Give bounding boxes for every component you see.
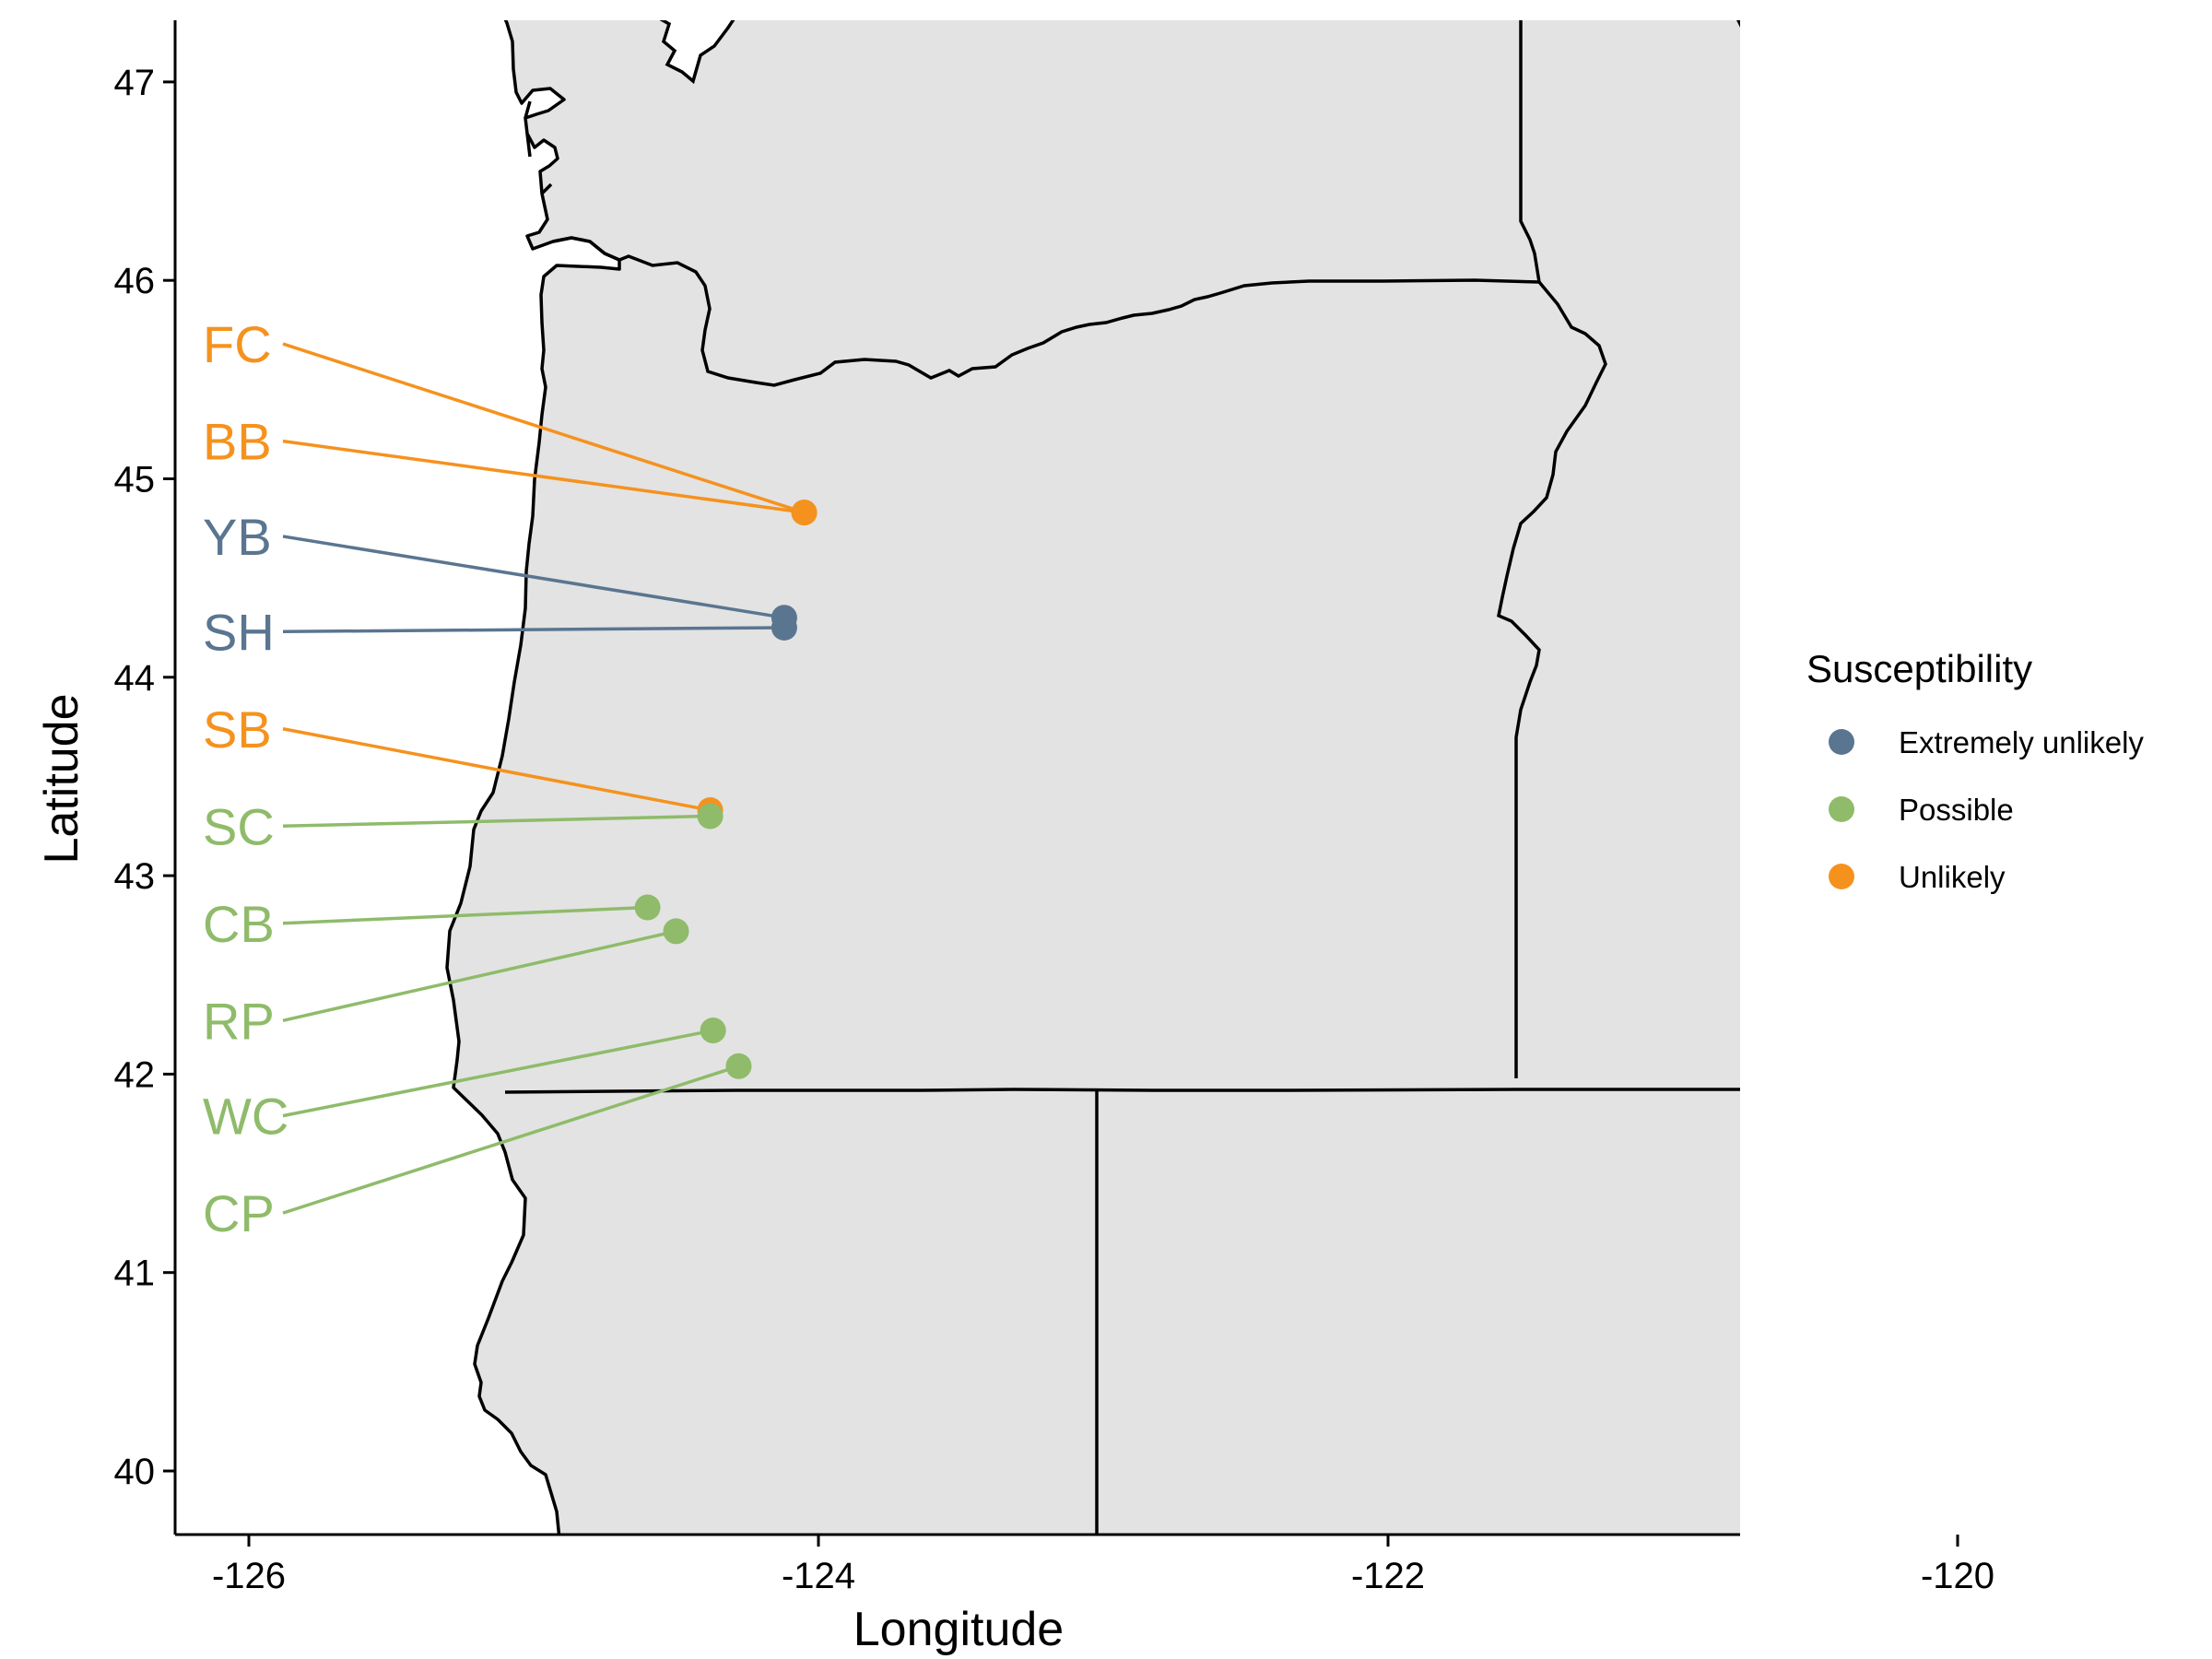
- site-label-rp: RP: [203, 992, 275, 1050]
- x-tick-label: -120: [1921, 1556, 1994, 1596]
- site-label-cp: CP: [203, 1184, 275, 1242]
- site-point-rp: [663, 918, 689, 945]
- site-label-sh: SH: [203, 603, 275, 661]
- y-tick-label: 46: [114, 261, 156, 301]
- y-tick-label: 47: [114, 63, 156, 103]
- land-area: [445, 20, 1740, 1535]
- puget-sound: [659, 20, 735, 85]
- y-tick-label: 44: [114, 658, 156, 699]
- y-tick-label: 43: [114, 856, 156, 897]
- site-point-cb: [634, 894, 661, 921]
- legend-label: Possible: [1899, 793, 2014, 827]
- site-point-bb: [791, 500, 818, 526]
- oregon-idaho-border: [1497, 280, 1607, 1078]
- leader-line-cb: [282, 905, 648, 925]
- site-label-sc: SC: [203, 797, 275, 855]
- site-labels: FC BB YB SH SB SC CB RP WC CP: [203, 315, 288, 1242]
- legend-key-2: [1829, 864, 1854, 889]
- washington-idaho-border: [1519, 20, 1541, 283]
- x-tick-label: -124: [782, 1556, 855, 1596]
- leader-line-sc: [282, 814, 711, 829]
- leader-line-cp: [282, 1065, 740, 1215]
- leader-line-bb: [282, 439, 805, 514]
- site-label-wc: WC: [203, 1088, 288, 1146]
- x-axis-title: Longitude: [853, 1603, 1064, 1656]
- washington-coast-detail: [524, 100, 553, 195]
- leader-line-yb: [282, 535, 785, 619]
- y-tick-label: 45: [114, 460, 156, 500]
- leader-line-rp: [282, 929, 677, 1022]
- site-point-sh: [771, 614, 797, 641]
- site-label-fc: FC: [203, 315, 272, 373]
- y-axis-ticks: 40 41 42 43 44 45 46 47: [114, 63, 175, 1492]
- legend-title: Susceptibility: [1806, 647, 2032, 690]
- legend-label: Extremely unlikely: [1899, 725, 2144, 759]
- legend-label: Unlikely: [1899, 860, 2006, 894]
- y-tick-label: 40: [114, 1452, 156, 1492]
- site-points: [634, 500, 818, 1079]
- site-label-sb: SB: [203, 700, 272, 759]
- site-point-wc: [700, 1018, 726, 1044]
- site-label-cb: CB: [203, 895, 275, 953]
- x-axis-ticks: -126-124-122-120-118-116: [212, 1535, 1994, 1596]
- y-tick-label: 41: [114, 1253, 156, 1294]
- legend-key-1: [1829, 796, 1854, 822]
- y-axis-title: Latitude: [35, 693, 88, 864]
- leader-line-fc: [282, 342, 806, 514]
- site-label-bb: BB: [203, 413, 272, 471]
- site-point-cp: [725, 1053, 752, 1079]
- x-tick-label: -122: [1351, 1556, 1425, 1596]
- y-tick-label: 42: [114, 1054, 156, 1095]
- legend: Susceptibility Extremely unlikely Possibl…: [1806, 647, 2144, 894]
- leader-line-sh: [282, 626, 784, 634]
- x-tick-label: -126: [212, 1556, 286, 1596]
- oregon-south-border: [504, 1088, 1740, 1094]
- site-leader-lines: [282, 342, 806, 1215]
- oregon-north-border: [552, 236, 1540, 387]
- legend-key-0: [1829, 729, 1854, 755]
- leader-line-sb: [282, 727, 711, 812]
- site-label-yb: YB: [203, 508, 272, 566]
- leader-line-wc: [282, 1029, 714, 1118]
- site-point-sc: [697, 803, 724, 830]
